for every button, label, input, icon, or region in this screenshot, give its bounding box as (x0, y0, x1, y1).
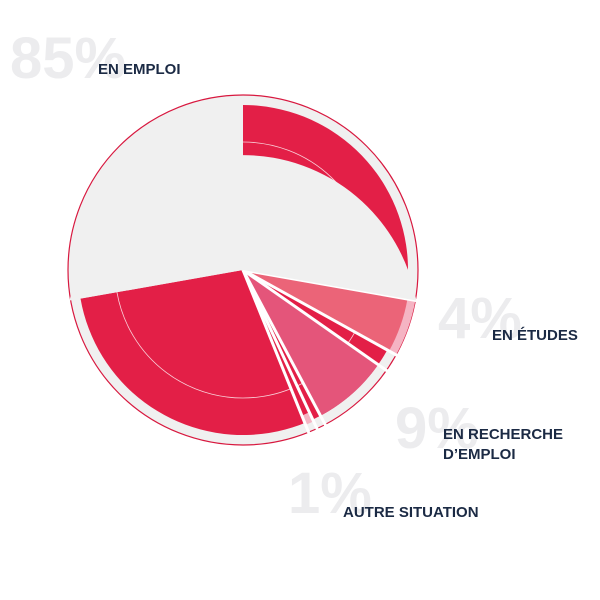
pie-slice-en-recherche-emploi (243, 270, 379, 416)
percent-1: 1% (288, 461, 372, 526)
slice-label-0-0: EN EMPLOI (98, 61, 181, 78)
pie-gap (69, 155, 417, 301)
percent-9: 9% (395, 396, 479, 461)
slice-label-1-0: EN ÉTUDES (492, 327, 578, 344)
pie-separator-0 (242, 268, 418, 303)
percent-4: 4% (438, 286, 522, 351)
pie-separator-4 (241, 269, 320, 432)
pie-separator-2 (242, 268, 389, 373)
pie-separator-1 (242, 268, 399, 358)
pie-separator-5 (241, 269, 311, 435)
pie-separator-3 (241, 269, 328, 427)
percent-85: 85% (10, 26, 126, 91)
pie-slice-en-etudes (243, 270, 408, 351)
slice-label-3-0: AUTRE SITUATION (343, 504, 479, 521)
slice-label-2-0: EN RECHERCHE (443, 426, 563, 443)
slice-label-2-1: D’EMPLOI (443, 446, 516, 463)
